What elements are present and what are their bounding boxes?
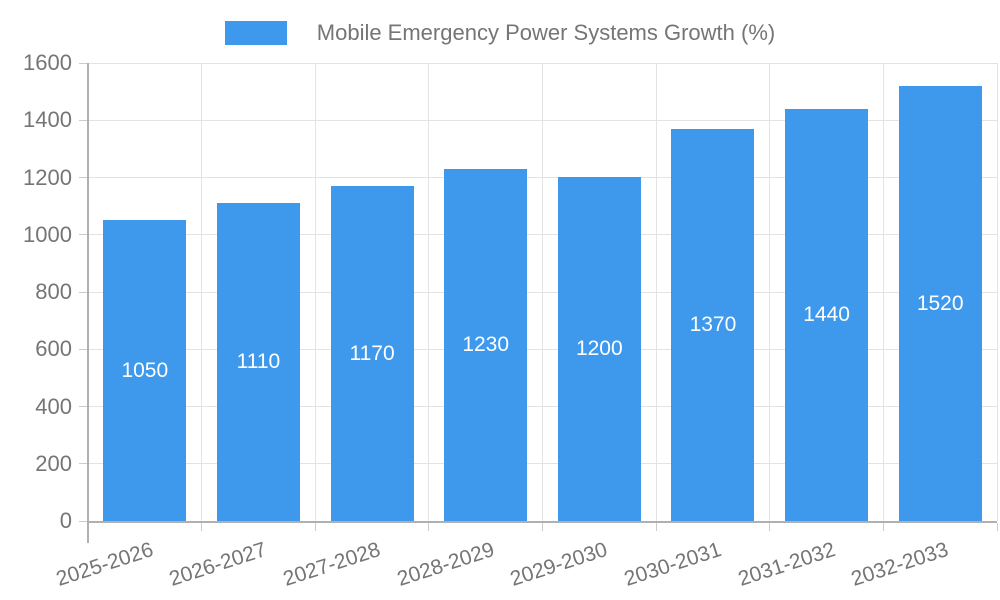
bar-value-label: 1110 xyxy=(236,350,281,373)
bar-value-label: 1230 xyxy=(462,333,510,356)
bar-value-label: 1440 xyxy=(803,303,850,326)
bar[interactable]: 1230 xyxy=(444,169,528,521)
y-tick-label: 1200 xyxy=(23,164,72,190)
x-gridline xyxy=(882,63,884,521)
y-tick-label: 1000 xyxy=(23,221,72,247)
y-tick xyxy=(79,62,88,64)
plot-area: 1050 1110 1170 1230 1200 1370 1440 1520 xyxy=(88,62,998,521)
bar-value-label: 1370 xyxy=(689,313,737,336)
y-tick xyxy=(79,291,88,293)
bar[interactable]: 1050 xyxy=(103,220,187,521)
x-axis-label: 2030-2031 xyxy=(621,538,725,591)
x-axis-label: 2026-2027 xyxy=(166,538,270,591)
x-tick xyxy=(542,523,543,531)
legend-label: Mobile Emergency Power Systems Growth (%… xyxy=(316,20,776,45)
x-gridline xyxy=(201,63,203,521)
x-axis-label: 2028-2029 xyxy=(394,538,497,591)
y-tick-label: 600 xyxy=(35,336,72,362)
y-tick xyxy=(79,406,88,407)
x-axis-label: 2025-2026 xyxy=(53,538,156,591)
x-gridline xyxy=(542,63,543,521)
y-tick-label: 800 xyxy=(35,279,72,304)
y-tick xyxy=(79,348,88,350)
bar-value-label: 1200 xyxy=(575,337,623,360)
y-tick-label: 1600 xyxy=(23,50,72,75)
x-tick xyxy=(655,523,657,531)
x-tick xyxy=(314,523,316,531)
x-tick xyxy=(428,523,430,531)
bar-value-label: 1050 xyxy=(121,358,169,382)
y-tick xyxy=(79,119,88,121)
x-axis-label: 2032-2033 xyxy=(848,538,952,591)
legend: Mobile Emergency Power Systems Growth (%… xyxy=(0,20,1000,46)
y-tick xyxy=(79,463,88,465)
bar-value-label: 1170 xyxy=(349,341,395,365)
y-tick-label: 400 xyxy=(35,393,72,419)
y-tick-label: 1400 xyxy=(23,107,72,133)
x-axis-label: 2027-2028 xyxy=(280,538,384,591)
y-tick-label: 200 xyxy=(35,450,72,476)
legend-item[interactable]: Mobile Emergency Power Systems Growth (%… xyxy=(224,20,776,46)
x-gridline xyxy=(314,63,316,521)
legend-swatch xyxy=(224,21,287,45)
bar-value-label: 1520 xyxy=(916,291,964,315)
x-tick xyxy=(996,523,998,531)
x-tick xyxy=(769,523,771,531)
bar[interactable]: 1440 xyxy=(785,109,869,521)
x-tick xyxy=(201,523,203,531)
y-tick xyxy=(79,520,88,522)
bar[interactable]: 1110 xyxy=(216,203,300,521)
x-gridline xyxy=(769,63,771,521)
x-axis-label: 2031-2032 xyxy=(735,538,838,591)
x-axis-label: 2029-2030 xyxy=(507,538,611,591)
x-gridline xyxy=(655,63,657,521)
bar[interactable]: 1170 xyxy=(330,186,414,521)
x-gridline xyxy=(428,63,430,521)
y-tick-label: 0 xyxy=(59,508,72,533)
bar[interactable]: 1520 xyxy=(898,86,982,521)
bar[interactable]: 1200 xyxy=(557,177,641,521)
bar[interactable]: 1370 xyxy=(671,129,755,521)
x-axis-line xyxy=(88,521,997,523)
x-gridline xyxy=(996,63,998,521)
y-axis-line xyxy=(87,63,89,543)
y-tick xyxy=(79,177,88,178)
x-tick xyxy=(882,523,884,531)
y-tick xyxy=(79,234,88,236)
